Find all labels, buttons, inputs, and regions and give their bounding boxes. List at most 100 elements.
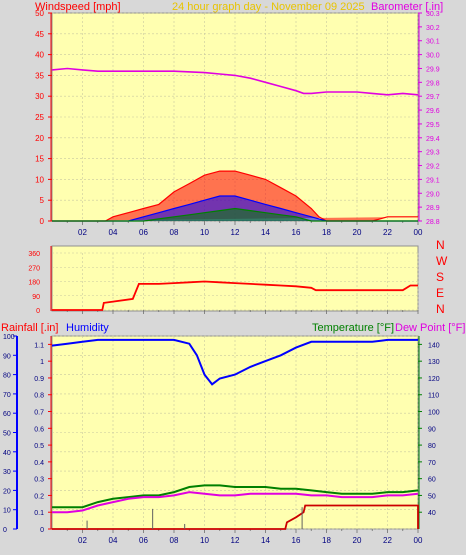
wind-x-tick-label: 08	[170, 228, 179, 237]
wind-x-tick-label: 20	[353, 228, 362, 237]
humidity-y-tick-label: 10	[3, 508, 11, 515]
temp-y-tick-label: 50	[428, 493, 436, 500]
wind-x-tick-label: 14	[261, 228, 270, 237]
baro-y-tick-label: 29.3	[426, 150, 440, 157]
baro-y-tick-label: 29.2	[426, 164, 440, 171]
baro-y-tick-label: 29.5	[426, 122, 440, 129]
dewpoint-label: Dew Point [°F]	[395, 322, 465, 334]
wind-y-tick-label: 40	[35, 51, 44, 60]
direction-y-tick-label: 90	[32, 294, 40, 301]
rain-y-tick-label: 0.4	[34, 460, 44, 467]
rain-y-tick-label: 0.6	[34, 426, 44, 433]
wind-y-tick-label: 5	[40, 196, 45, 205]
rain-y-tick-label: 0.3	[34, 477, 44, 484]
humidity-x-tick-label: 02	[78, 536, 87, 545]
humidity-x-tick-label: 22	[383, 536, 392, 545]
wind-x-tick-label: 06	[139, 228, 148, 237]
humidity-x-tick-label: 20	[353, 536, 362, 545]
wind-x-tick-label: 16	[292, 228, 301, 237]
humidity-y-tick-label: 40	[3, 450, 11, 457]
baro-y-tick-label: 29.4	[426, 136, 440, 143]
humidity-y-tick-label: 50	[3, 431, 11, 438]
temperature-label: Temperature [°F]	[312, 322, 394, 334]
direction-y-tick-label: 270	[28, 265, 40, 272]
barometer-label: Barometer [.in]	[371, 1, 443, 13]
wind-direction-series	[52, 280, 418, 311]
wind-y-tick-label: 50	[35, 9, 44, 18]
wind-low-series	[52, 207, 418, 222]
temp-y-tick-label: 140	[428, 342, 440, 349]
rain-y-tick-label: 1	[40, 359, 44, 366]
humidity-y-tick-label: 90	[3, 353, 11, 360]
windspeed-label: Windspeed [mph]	[35, 1, 121, 13]
temp-y-tick-label: 80	[428, 443, 436, 450]
wind-x-tick-label: 00	[414, 228, 423, 237]
humidity-x-tick-label: 00	[414, 536, 423, 545]
temp-y-tick-label: 130	[428, 359, 440, 366]
wind-y-tick-label: 15	[35, 155, 44, 164]
humidity-y-tick-label: 60	[3, 411, 11, 418]
barometer-series	[51, 67, 419, 96]
humidity-y-tick-label: 70	[3, 392, 11, 399]
temperature-series	[52, 484, 419, 509]
wind-y-tick-label: 45	[35, 30, 44, 39]
humidity-y-tick-label: 20	[3, 488, 11, 495]
wind-y-tick-label: 35	[35, 71, 44, 80]
baro-y-tick-label: 29.1	[426, 177, 440, 184]
dewpoint-series	[52, 491, 419, 514]
temp-y-tick-label: 60	[428, 477, 436, 484]
wind-y-tick-label: 25	[35, 113, 44, 122]
humidity-y-tick-label: 0	[3, 527, 7, 534]
rain-y-tick-label: 0.5	[34, 443, 44, 450]
wind-y-tick-label: 0	[40, 217, 45, 226]
rain-y-tick-label: 0.8	[34, 393, 44, 400]
wind-x-tick-label: 10	[200, 228, 209, 237]
humidity-x-tick-label: 14	[261, 536, 270, 545]
wind-y-tick-label: 30	[35, 92, 44, 101]
humidity-x-tick-label: 06	[139, 536, 148, 545]
humidity-label: Humidity	[66, 322, 109, 334]
temp-y-tick-label: 120	[428, 376, 440, 383]
wind-x-tick-label: 22	[383, 228, 392, 237]
baro-y-tick-label: 29.7	[426, 94, 440, 101]
rainfall-label: Rainfall [.in]	[1, 322, 58, 334]
rainfall-series	[52, 504, 419, 530]
rain-y-tick-label: 0.2	[34, 493, 44, 500]
temp-y-tick-label: 110	[428, 393, 439, 400]
baro-y-tick-label: 29.6	[426, 108, 440, 115]
direction-label-s: S	[436, 270, 444, 284]
rain-y-tick-label: 0	[40, 527, 44, 534]
rain-y-tick-label: 0.9	[34, 376, 44, 383]
rain-y-tick-label: 0.1	[34, 510, 44, 517]
direction-label-e: E	[436, 286, 444, 300]
direction-label-n-top: N	[436, 238, 445, 252]
humidity-x-tick-label: 16	[292, 536, 301, 545]
humidity-y-tick-label: 80	[3, 373, 11, 380]
humidity-series	[51, 338, 418, 386]
humidity-x-tick-label: 10	[200, 536, 209, 545]
baro-y-tick-label: 30.0	[426, 53, 440, 60]
wind-x-tick-label: 04	[109, 228, 118, 237]
humidity-y-tick-label: 100	[3, 334, 15, 341]
baro-y-tick-label: 29.0	[426, 191, 440, 198]
humidity-y-tick-label: 30	[3, 469, 11, 476]
baro-y-tick-label: 30.2	[426, 25, 440, 32]
direction-y-tick-label: 360	[28, 251, 40, 258]
chart-title: 24 hour graph day - November 09 2025	[172, 1, 365, 13]
baro-y-tick-label: 29.9	[426, 66, 440, 73]
temp-y-tick-label: 90	[428, 426, 436, 433]
temp-y-tick-label: 100	[428, 410, 440, 417]
direction-y-tick-label: 180	[28, 280, 40, 287]
direction-label-n-bottom: N	[436, 302, 445, 316]
temp-y-tick-label: 40	[428, 510, 436, 517]
humidity-x-tick-label: 18	[322, 536, 331, 545]
wind-x-tick-label: 18	[322, 228, 331, 237]
humidity-x-tick-label: 04	[109, 536, 118, 545]
baro-y-tick-label: 28.9	[426, 205, 440, 212]
direction-label-w: W	[436, 254, 448, 268]
rain-y-tick-label: 1.1	[34, 342, 44, 349]
temp-y-tick-label: 70	[428, 460, 436, 467]
humidity-x-tick-label: 12	[231, 536, 240, 545]
wind-y-tick-label: 10	[35, 175, 44, 184]
